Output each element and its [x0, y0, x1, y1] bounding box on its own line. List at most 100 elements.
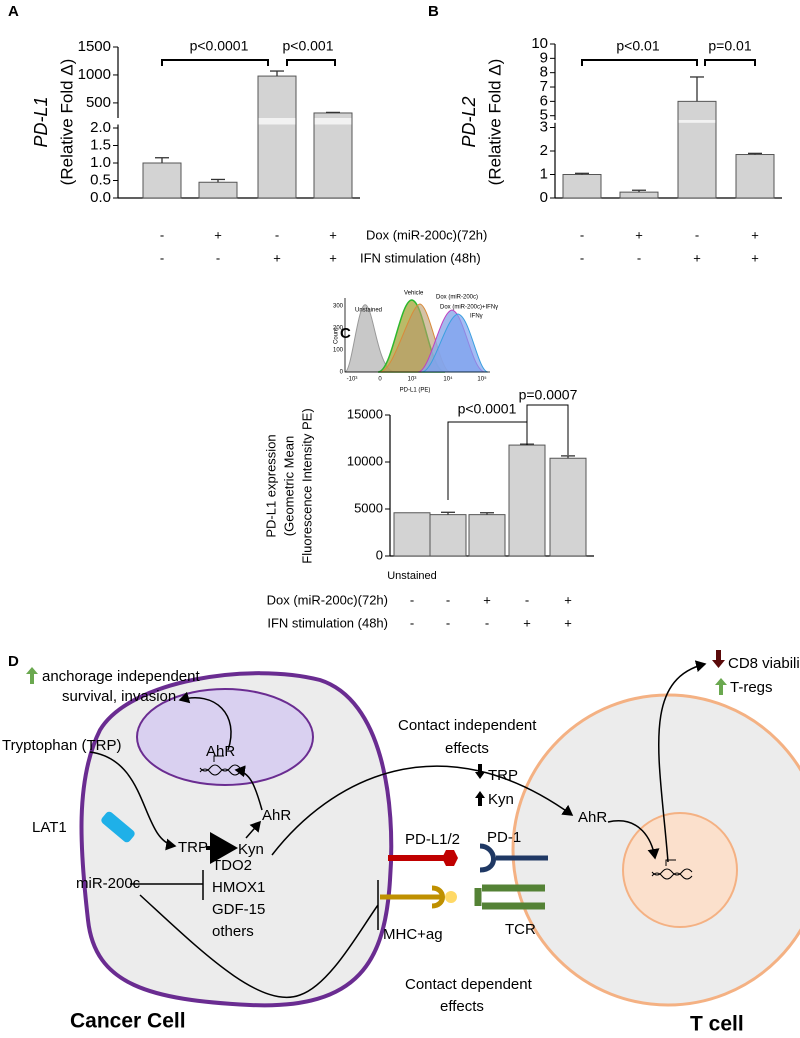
down-arrow — [475, 764, 485, 779]
bar — [429, 514, 467, 557]
label: survival, invasion — [62, 688, 176, 705]
label: others — [212, 923, 254, 940]
y-axis-gene: PD-L2 — [459, 96, 479, 147]
condition-mark: - — [160, 250, 164, 265]
diagram-shapes — [26, 650, 800, 1008]
condition-mark: - — [216, 250, 220, 265]
annotation: p<0.0001 — [458, 401, 517, 417]
condition-mark: + — [329, 250, 337, 265]
bar — [257, 75, 297, 199]
label: effects — [445, 740, 489, 757]
axis-break — [314, 118, 352, 125]
label: T-regs — [730, 679, 773, 696]
y-axis-label: (Relative Fold Δ) — [485, 59, 504, 186]
panel-label: A — [8, 3, 19, 20]
condition-mark: + — [523, 615, 531, 630]
condition-mark: - — [485, 615, 489, 630]
y-tick-label: 0 — [540, 189, 548, 206]
bar — [562, 174, 602, 199]
inset-tick: 200 — [333, 326, 344, 332]
condition-label: IFN stimulation (48h) — [360, 250, 481, 265]
pd-1 — [479, 843, 548, 873]
significance-bracket — [581, 59, 698, 66]
condition-mark: - — [160, 227, 164, 242]
inset-tick: 10³ — [408, 377, 417, 383]
label: AhR — [262, 807, 291, 824]
y-axis-label: Fluorescence Intensity PE) — [299, 408, 314, 563]
condition-mark: + — [214, 227, 222, 242]
label: MHC+ag — [383, 926, 443, 943]
inset-legend: Dox (miR-200c)+IFNγ — [440, 305, 498, 311]
y-tick-label: 3 — [540, 118, 548, 135]
label: effects — [440, 998, 484, 1015]
label: LAT1 — [32, 819, 67, 836]
condition-mark: + — [564, 615, 572, 630]
annotation: p=0.01 — [708, 38, 751, 54]
condition-mark: - — [637, 250, 641, 265]
y-tick-label: 10 — [531, 35, 548, 52]
label: T cell — [690, 1013, 744, 1036]
significance-bracket — [161, 59, 269, 66]
label: Contact independent — [398, 717, 537, 734]
label: AhR — [206, 743, 235, 760]
condition-mark: - — [410, 592, 414, 607]
y-tick-label: 15000 — [347, 406, 383, 421]
inset-tick: 0 — [340, 370, 344, 376]
arrow — [271, 765, 574, 856]
y-tick-label: 6 — [540, 92, 548, 109]
label: PD-L1/2 — [405, 831, 460, 848]
inset-xlabel: PD-L1 (PE) — [400, 388, 431, 394]
annotation: p<0.001 — [283, 38, 334, 54]
label: Cancer Cell — [70, 1010, 186, 1033]
inset-ylabel: Count — [334, 328, 340, 344]
label: AhR — [578, 809, 607, 826]
bar — [677, 100, 717, 199]
y-tick-label: 9 — [540, 49, 548, 66]
y-tick-label: 2 — [540, 142, 548, 159]
up-arrow — [26, 667, 38, 684]
condition-mark: + — [635, 227, 643, 242]
label: Tryptophan (TRP) — [2, 737, 121, 754]
label: GDF-15 — [212, 901, 265, 918]
condition-mark: + — [329, 227, 337, 242]
y-tick-label: 500 — [86, 94, 111, 111]
bar — [313, 112, 353, 199]
inset-tick: 300 — [333, 304, 344, 310]
flow-inset — [344, 298, 490, 373]
condition-label: Dox (miR-200c)(72h) — [366, 227, 487, 242]
label: TRP — [488, 767, 518, 784]
inset-legend: Dox (miR-200c) — [436, 295, 478, 301]
cancer-nucleus — [136, 688, 314, 786]
x-tick-label: Unstained — [387, 570, 437, 582]
arrow — [89, 751, 177, 851]
up-arrow — [475, 791, 485, 806]
dna — [199, 755, 241, 776]
condition-mark: - — [695, 227, 699, 242]
y-axis-label: PD-L1 expression — [263, 434, 278, 537]
inset-legend: IFNγ — [470, 314, 483, 320]
y-tick-label: 8 — [540, 64, 548, 81]
condition-mark: + — [483, 592, 491, 607]
label: Kyn — [488, 791, 514, 808]
inhibition — [139, 880, 379, 998]
y-tick-label: 7 — [540, 78, 548, 95]
mhc — [380, 885, 445, 909]
condition-mark: - — [410, 615, 414, 630]
bar — [198, 181, 238, 199]
y-tick-label: 1500 — [78, 38, 111, 55]
condition-label: Dox (miR-200c)(72h) — [267, 592, 388, 607]
y-tick-label: 10000 — [347, 453, 383, 468]
y-tick-label: 1.0 — [90, 154, 111, 171]
inhibition — [130, 870, 204, 900]
curve-ifn — [421, 313, 489, 373]
t-nucleus — [622, 812, 738, 928]
inset-legend: Unstained — [355, 308, 382, 314]
bar — [508, 444, 546, 557]
label: TCR — [505, 921, 536, 938]
annotation: p=0.0007 — [519, 387, 578, 403]
antigen — [445, 891, 457, 903]
label: anchorage independent — [42, 668, 200, 685]
bar — [549, 457, 587, 557]
inset-tick: -10³ — [347, 377, 358, 383]
